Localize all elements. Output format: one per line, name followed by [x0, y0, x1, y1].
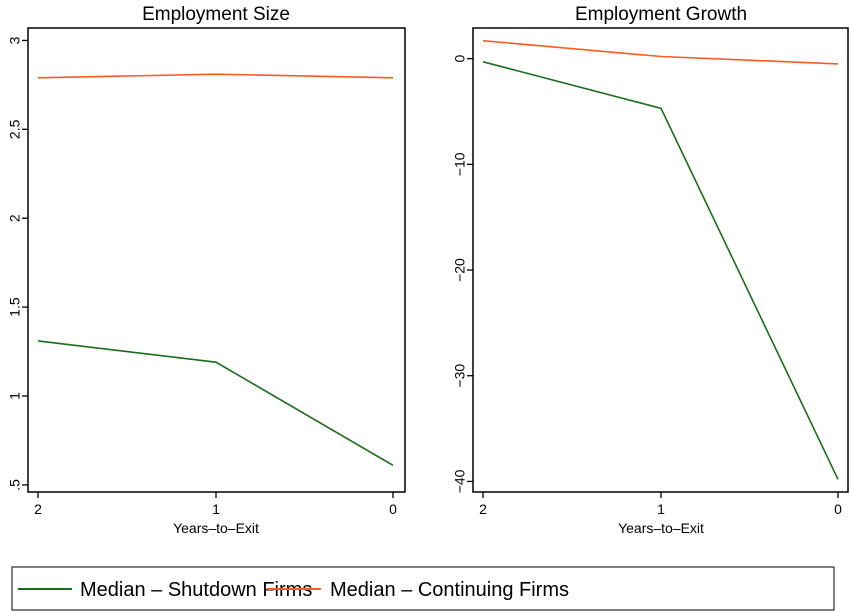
y-tick-label: −30	[452, 364, 468, 388]
x-tick-label: 2	[34, 501, 42, 517]
employment-growth-panel: Employment Growth −40 −30 −20 −10 0 2 1 0 Year…	[452, 4, 849, 536]
y-tick-label: 3	[7, 36, 23, 44]
y-tick-label: .5	[7, 479, 23, 491]
x-axis: 2 1 0	[479, 492, 842, 517]
legend-label-shutdown: Median – Shutdown Firms	[80, 579, 312, 601]
panel-title: Employment Size	[142, 4, 290, 25]
employment-size-panel: Employment Size .5 1 1.5 2 2.5 3 2 1 0 Years–to…	[7, 4, 406, 536]
y-axis: −40 −30 −20 −10 0	[452, 55, 473, 493]
series-line	[37, 73, 394, 79]
x-tick-label: 1	[212, 501, 220, 517]
x-tick-label: 0	[834, 501, 842, 517]
plot-frame	[472, 27, 849, 493]
y-tick-label: −20	[452, 258, 468, 282]
x-axis: 2 1 0	[34, 492, 397, 517]
x-axis-label: Years–to–Exit	[618, 520, 704, 536]
x-axis-label: Years–to–Exit	[173, 520, 259, 536]
series-lines	[482, 39, 839, 480]
legend-label-continuing: Median – Continuing Firms	[330, 579, 569, 601]
y-tick-label: 2.5	[7, 119, 23, 139]
y-tick-label: 2	[7, 214, 23, 222]
x-tick-label: 2	[479, 501, 487, 517]
panel-title: Employment Growth	[575, 4, 747, 25]
series-line	[482, 61, 839, 480]
x-tick-label: 1	[657, 501, 665, 517]
y-axis: .5 1 1.5 2 2.5 3	[7, 36, 28, 491]
plot-frame	[27, 27, 406, 493]
series-lines	[37, 73, 394, 466]
y-tick-label: 1.5	[7, 297, 23, 317]
y-tick-label: −10	[452, 152, 468, 176]
legend-box	[11, 566, 835, 611]
y-tick-label: 0	[452, 55, 468, 63]
x-tick-label: 0	[389, 501, 397, 517]
y-tick-label: 1	[7, 392, 23, 400]
series-line	[37, 340, 394, 466]
legend: Median – Shutdown Firms Median – Continu…	[11, 566, 835, 611]
y-tick-label: −40	[452, 469, 468, 493]
series-line	[482, 39, 839, 65]
